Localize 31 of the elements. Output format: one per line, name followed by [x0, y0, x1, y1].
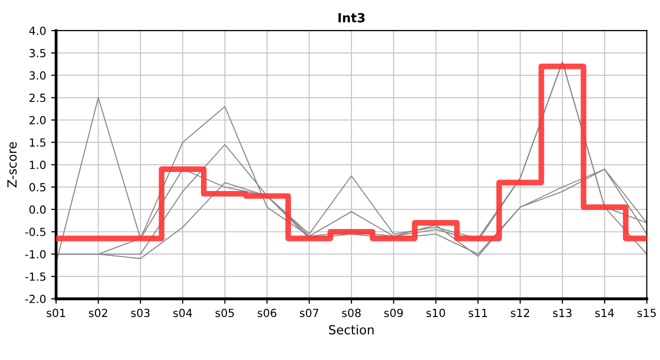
x-tick-label: s12: [510, 308, 530, 318]
x-axis-title: Section: [329, 324, 374, 335]
x-tick-label: s15: [637, 308, 656, 318]
x-tick-label: s09: [384, 308, 403, 318]
x-tick-label: s08: [342, 308, 361, 318]
y-tick-label: 4.0: [29, 26, 46, 35]
y-tick-label: 1.5: [30, 138, 46, 147]
y-tick-label: 0.0: [29, 205, 46, 214]
x-tick-label: s04: [173, 308, 192, 318]
y-tick-label: 2.5: [30, 94, 46, 102]
x-tick-label: s11: [468, 308, 487, 318]
x-tick-label: s07: [300, 308, 318, 318]
y-tick-label: 2.0: [30, 116, 46, 124]
y-tick-label: -2.0: [25, 294, 46, 304]
y-tick-label: 3.0: [30, 71, 46, 80]
y-tick-label: -1.0: [25, 250, 46, 258]
x-tick-label: s14: [595, 308, 614, 318]
x-tick-label: s02: [88, 308, 108, 318]
y-axis-title: Z-score: [7, 142, 17, 188]
y-tick-label: 1.0: [30, 160, 46, 170]
x-tick-label: s06: [258, 308, 276, 318]
y-tick-label: -0.5: [25, 228, 46, 236]
chart-title: Int3: [338, 12, 365, 22]
x-tick-label: s03: [131, 308, 150, 318]
x-tick-label: s01: [46, 308, 66, 318]
x-tick-label: s10: [426, 308, 446, 318]
y-tick-label: 3.5: [30, 48, 46, 58]
x-tick-label: s05: [216, 308, 234, 318]
x-tick-label: s13: [553, 308, 572, 318]
y-tick-label: 0.5: [29, 183, 46, 192]
y-tick-label: -1.5: [25, 272, 46, 281]
